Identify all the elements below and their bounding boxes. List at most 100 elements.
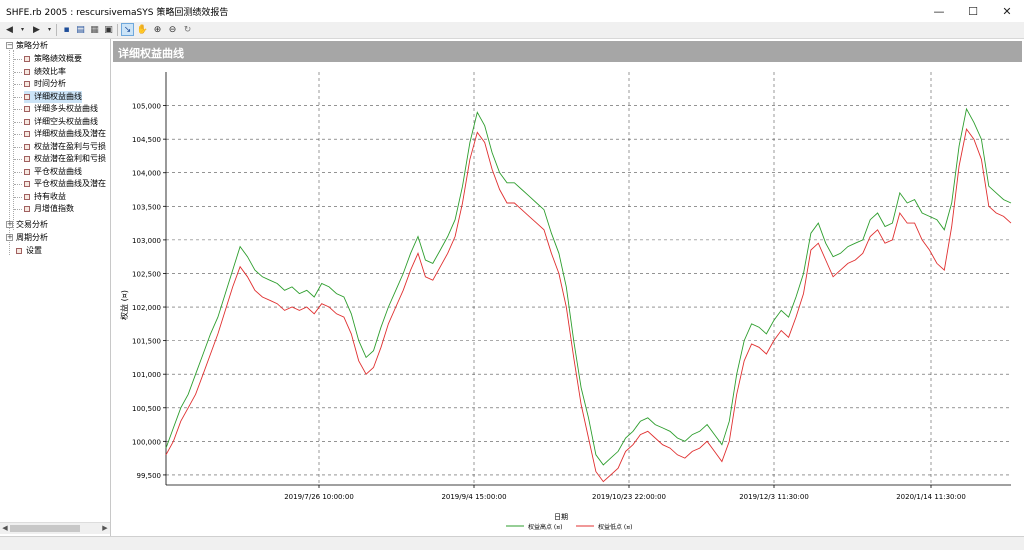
y-tick-label: 104,000 [132, 170, 161, 178]
tree-guide-line [14, 184, 22, 185]
tree-item-label: 策略绩效概要 [34, 54, 82, 63]
tree-item[interactable]: 详细权益曲线及潜在 [24, 128, 106, 140]
document-icon [24, 156, 30, 162]
report-panel: 详细权益曲线 99,500 100,000 100,500 101,000 101,50… [111, 39, 1024, 536]
scroll-left-icon[interactable]: ◀ [2, 524, 8, 532]
document-icon [24, 193, 30, 200]
save-icon[interactable]: ▪ [63, 24, 70, 35]
report-icon[interactable]: ▣ [104, 24, 113, 35]
print-icon[interactable]: ▦ [90, 24, 99, 35]
chart-series [165, 107, 1012, 483]
document-icon [24, 68, 30, 75]
y-axis-ticks: 99,500 100,000 100,500 101,000 101,500 102,00… [132, 103, 166, 480]
document-icon [24, 143, 30, 150]
tree-item-label: 平仓权益曲线 [34, 166, 82, 176]
tree-item[interactable]: 持有收益 [24, 191, 66, 203]
forward-dropdown-icon[interactable]: ▾ [47, 26, 51, 33]
tree-guide-line [13, 50, 14, 230]
y-axis-label: 权益 (¤) [119, 290, 129, 320]
y-tick-label: 102,500 [132, 270, 161, 278]
tree-item[interactable]: 平仓权益曲线及潜在 [24, 178, 106, 190]
close-button[interactable]: ✕ [1002, 4, 1012, 18]
back-dropdown-icon[interactable]: ▾ [20, 26, 24, 33]
window-titlebar: SHFE.rb 2005 : rescursivemaSYS 策略回测绩效报告 … [0, 0, 1024, 22]
tree-item-label: 详细权益曲线及潜在 [34, 129, 106, 138]
document-icon [24, 56, 30, 62]
tree-item-label: 详细多头权益曲线 [34, 104, 98, 113]
x-tick-label: 2019/7/26 10:00:00 [284, 493, 354, 501]
panel-title: 详细权益曲线 [118, 47, 184, 60]
tree-item[interactable]: 平仓权益曲线 [24, 166, 82, 178]
y-tick-label: 104,500 [132, 136, 161, 144]
expand-toggle-icon[interactable]: + [6, 233, 13, 241]
tree-item[interactable]: 时间分析 [24, 78, 66, 90]
x-axis-label: 日期 [554, 513, 568, 521]
pointer-icon[interactable]: ↘ [121, 23, 134, 36]
reset-zoom-icon[interactable]: ↻ [183, 24, 192, 35]
navigation-tree: − 策略分析 策略绩效概要绩效比率 时间分析 详细权益曲线详细多头权益曲线 详细空头权… [0, 39, 111, 536]
zoom-in-icon[interactable]: ⊕ [153, 24, 162, 35]
tree-item-settings[interactable]: 设置 [16, 245, 42, 257]
tree-item-label: 持有收益 [34, 191, 66, 201]
minimize-button[interactable]: — [933, 4, 945, 18]
tree-item[interactable]: 详细空头权益曲线 [24, 116, 98, 128]
tree-guide-line [14, 84, 22, 85]
document-icon [24, 93, 30, 100]
document-icon [24, 106, 30, 112]
tree-item[interactable]: 详细多头权益曲线 [24, 103, 98, 115]
tree-item-label: 权益潜在盈利和亏损 [34, 154, 106, 163]
y-tick-label: 100,500 [132, 405, 161, 413]
tree-item-label: 设置 [26, 246, 42, 255]
tree-item-label: 月增值指数 [34, 204, 74, 213]
tree-group-period-analysis[interactable]: 周期分析 [16, 233, 48, 242]
expand-toggle-icon[interactable]: + [6, 220, 13, 228]
document-icon [16, 248, 22, 254]
tree-item[interactable]: 权益潜在盈利和亏损 [24, 153, 106, 165]
x-tick-label: 2019/12/3 11:30:00 [739, 493, 809, 501]
window-title: SHFE.rb 2005 : rescursivemaSYS 策略回测绩效报告 [6, 8, 229, 18]
zoom-out-icon[interactable]: ⊖ [168, 24, 177, 35]
tree-item[interactable]: 权益潜在盈利与亏损 [24, 141, 106, 153]
legend-entry: 权益低点 (¤) [598, 523, 632, 531]
collapse-toggle-icon[interactable]: − [6, 41, 13, 49]
back-arrow-icon[interactable]: ◀ [6, 24, 13, 35]
scrollbar-thumb[interactable] [10, 525, 80, 532]
tree-item-label: 详细空头权益曲线 [34, 116, 98, 126]
chart-grid [165, 72, 1011, 486]
tree-guide-line [14, 109, 22, 110]
tree-root-strategy-analysis[interactable]: 策略分析 [16, 41, 48, 50]
tree-guide-line [14, 171, 22, 173]
tree-group-trade-analysis[interactable]: 交易分析 [16, 220, 48, 229]
tree-guide-line [14, 209, 22, 210]
maximize-button[interactable]: ☐ [968, 4, 978, 18]
document-icon [24, 168, 30, 175]
x-tick-label: 2020/1/14 11:30:00 [896, 493, 966, 501]
scroll-right-icon[interactable]: ▶ [102, 524, 108, 532]
series-line-0 [165, 107, 1012, 466]
hand-pan-icon[interactable]: ✋ [136, 24, 149, 35]
document-icon [24, 131, 30, 137]
tree-guide-line [14, 59, 22, 60]
y-tick-label: 105,000 [132, 103, 161, 111]
tree-item[interactable]: 绩效比率 [24, 66, 66, 78]
tree-guide-line [14, 146, 22, 148]
toolbar: ◀ ▾ ▶ ▾ ▪ ▤ ▦ ▣ ↘ ✋ ⊕ ⊖ ↻ [0, 22, 1024, 39]
tree-horizontal-scrollbar[interactable]: ◀ ▶ [0, 522, 110, 534]
tree-guide-line [14, 121, 22, 123]
tree-guide-line [14, 71, 22, 73]
x-tick-label: 2019/10/23 22:00:00 [592, 493, 666, 501]
equity-curve-chart[interactable]: 99,500 100,000 100,500 101,000 101,500 102,00… [111, 62, 1024, 536]
tree-item-label: 详细权益曲线 [34, 91, 82, 101]
tree-guide-line [14, 159, 22, 160]
document-icon [24, 118, 30, 125]
print-preview-icon[interactable]: ▤ [76, 24, 85, 35]
chart-legend: 权益高点 (¤) 权益低点 (¤) [506, 523, 632, 531]
tree-guide-line [9, 45, 10, 255]
tree-item[interactable]: 月增值指数 [24, 203, 74, 215]
tree-item[interactable]: 详细权益曲线 [24, 90, 82, 103]
forward-arrow-icon[interactable]: ▶ [33, 24, 40, 35]
y-tick-label: 103,000 [132, 237, 161, 245]
tree-item[interactable]: 策略绩效概要 [24, 53, 82, 65]
tree-guide-line [14, 196, 22, 198]
status-bar [0, 536, 1024, 550]
